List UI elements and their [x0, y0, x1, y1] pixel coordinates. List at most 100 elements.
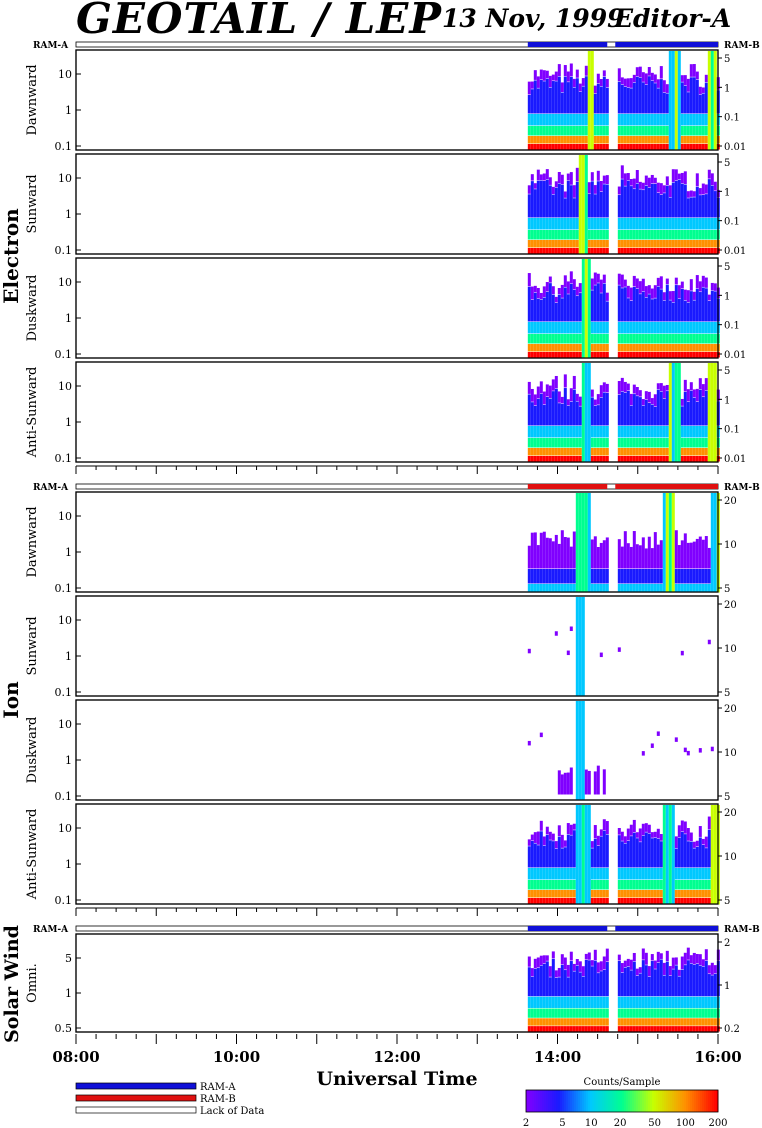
- spectrogram-cell: [677, 298, 681, 322]
- spectrogram-cell: [542, 898, 546, 904]
- spectrogram-cell: [683, 248, 687, 254]
- spectrogram-cell: [605, 175, 609, 184]
- time-tick-label: 12:00: [373, 1048, 420, 1066]
- spectrogram-cell: [590, 868, 594, 880]
- spectrogram-cell: [563, 191, 567, 198]
- spectrogram-cell: [599, 456, 603, 462]
- spectrogram-cell: [695, 963, 699, 997]
- spectrogram-cell: [650, 126, 654, 136]
- spectrogram-cell: [542, 584, 546, 592]
- spectrogram-cell: [704, 1026, 708, 1032]
- spectrogram-cell: [542, 1026, 546, 1032]
- spectrogram-cell: [656, 951, 660, 963]
- spectrogram-cell: [566, 996, 570, 1008]
- spectrogram-cell: [551, 1026, 555, 1032]
- spectrogram-cell: [632, 868, 636, 880]
- colorbar-segment: [636, 1090, 639, 1112]
- spectrogram-cell: [632, 82, 636, 114]
- spectrogram-cell: [689, 126, 693, 136]
- spectrogram-cell: [689, 230, 693, 240]
- spectrogram-cell: [542, 890, 546, 898]
- spectrogram-cell: [662, 352, 666, 358]
- spectrogram-cell: [674, 352, 678, 358]
- spectrogram-cell: [701, 248, 705, 254]
- spectrogram-cell: [650, 838, 654, 868]
- spectrogram-cell: [698, 240, 702, 248]
- spectrogram-cell: [623, 344, 627, 352]
- spectrogram-cell: [530, 890, 534, 898]
- spectrogram-cell: [638, 230, 642, 240]
- spectrogram-cell: [680, 114, 684, 126]
- spectrogram-cell: [632, 1008, 636, 1018]
- spectrogram-cell: [620, 868, 624, 880]
- ram-strip-fill: [527, 484, 608, 489]
- spectrogram-cell: [575, 1026, 579, 1032]
- spectrogram-cell: [602, 184, 606, 218]
- spectrogram-cell: [626, 966, 630, 997]
- spectrogram-cell: [581, 493, 585, 593]
- spectrogram-cell: [596, 880, 600, 890]
- spectrogram-cell: [527, 273, 531, 287]
- spectrogram-cell: [656, 898, 660, 904]
- spectrogram-cell: [713, 181, 717, 191]
- spectrogram-cell: [638, 545, 642, 569]
- time-tick-label: 14:00: [534, 1048, 581, 1066]
- colorbar-segment: [546, 1090, 549, 1112]
- spectrogram-cell: [596, 890, 600, 898]
- spectrogram-cell: [695, 71, 699, 80]
- spectrogram-cell: [632, 114, 636, 126]
- spectrogram-cell: [578, 1008, 582, 1018]
- spectrogram-cell: [596, 426, 600, 438]
- spectrogram-cell: [683, 965, 687, 997]
- spectrogram-cell: [617, 1018, 621, 1026]
- spectrogram-cell: [650, 334, 654, 344]
- spectrogram-cell: [686, 750, 690, 756]
- spectrogram-cell: [695, 840, 699, 847]
- spectrogram-cell: [668, 185, 672, 197]
- spectrogram-cell: [560, 569, 564, 584]
- spectrogram-cell: [596, 569, 600, 584]
- spectrogram-cell: [590, 248, 594, 254]
- spectrogram-cell: [668, 51, 672, 151]
- spectrogram-cell: [707, 868, 711, 880]
- spectrogram-cell: [635, 448, 639, 456]
- spectrogram-cell: [713, 996, 717, 1008]
- spectrogram-cell: [527, 194, 531, 218]
- spectrogram-cell: [638, 426, 642, 438]
- spectrogram-cell: [551, 958, 555, 997]
- spectrogram-cell: [593, 949, 597, 961]
- spectrogram-cell: [557, 543, 561, 569]
- spectrogram-cell: [539, 174, 543, 181]
- spectrogram-cell: [656, 79, 660, 88]
- spectrogram-cell: [650, 743, 654, 748]
- spectrogram-cell: [686, 448, 690, 456]
- spectrogram-cell: [590, 569, 594, 584]
- spectrogram-cell: [530, 880, 534, 890]
- spectrogram-cell: [656, 230, 660, 240]
- spectrogram-cell: [599, 542, 603, 569]
- spectrogram-cell: [686, 290, 690, 303]
- spectrogram-cell: [575, 136, 579, 144]
- spectrogram-cell: [647, 126, 651, 136]
- spectrogram-cell: [623, 426, 627, 438]
- spectrogram-cell: [698, 126, 702, 136]
- panel-border: [75, 699, 719, 801]
- spectrogram-cell: [539, 955, 543, 966]
- spectrogram-cell: [650, 72, 654, 81]
- colorbar-segment: [540, 1090, 543, 1112]
- y-right-tick-label: 10: [724, 852, 737, 863]
- spectrogram-cell: [530, 569, 534, 584]
- spectrogram-cell: [545, 890, 549, 898]
- spectrogram-cell: [671, 805, 675, 905]
- spectrogram-cell: [653, 898, 657, 904]
- spectrogram-cell: [602, 230, 606, 240]
- spectrogram-cell: [686, 92, 690, 114]
- spectrogram-cell: [596, 456, 600, 462]
- spectrogram-cell: [629, 426, 633, 438]
- spectrogram-cell: [692, 841, 696, 848]
- colorbar-segment: [588, 1090, 591, 1112]
- spectrogram-cell: [527, 898, 531, 904]
- spectrogram-cell: [581, 78, 585, 86]
- spectrogram-cell: [530, 136, 534, 144]
- spectrogram-cell: [602, 769, 606, 795]
